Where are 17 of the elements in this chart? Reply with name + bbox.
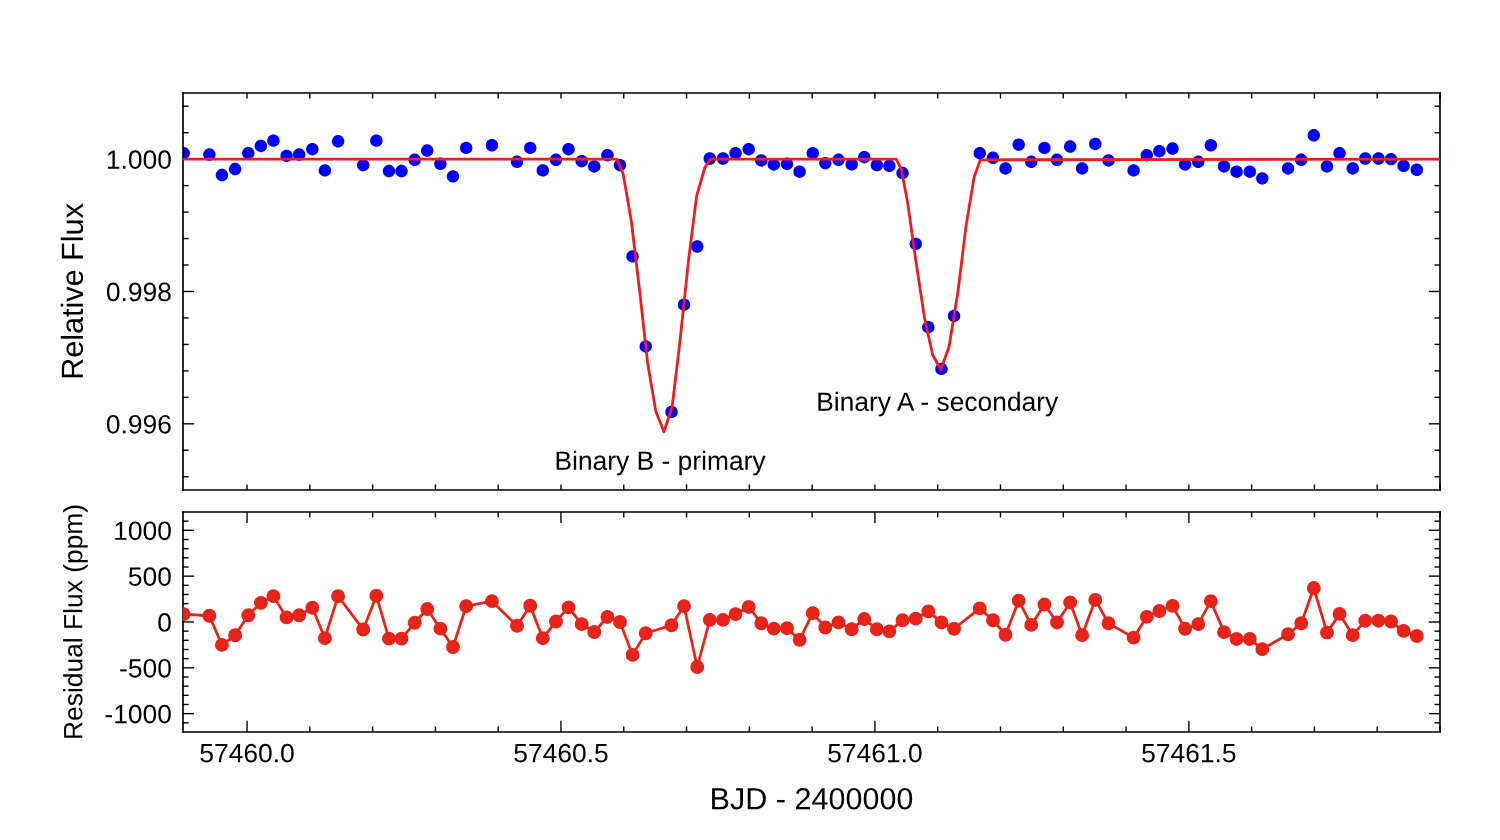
annotation: Binary A - secondary (818, 391, 1059, 417)
y-axis-title: Relative Flux (60, 203, 84, 378)
x-tick-label: 57461.0 (828, 743, 922, 763)
x-tick-label: 57461.5 (1142, 743, 1236, 763)
y-tick-label: 1.000 (107, 150, 171, 169)
y-tick-label: 0.996 (106, 414, 171, 434)
y-tick-label: -1000 (105, 704, 171, 724)
y-tick-label: 1000 (115, 521, 171, 541)
y-tick-label: 0.998 (106, 282, 171, 302)
x-tick-label: 57460.5 (514, 743, 608, 763)
x-axis-title: BJD - 2400000 (712, 787, 913, 810)
x-tick-label: 57460.0 (200, 743, 294, 763)
annotation: Binary B - primary (556, 450, 766, 476)
y-tick-label: 500 (128, 567, 171, 586)
y-tick-label: -500 (120, 658, 171, 678)
y-axis-title: Residual Flux (ppm) (63, 505, 88, 738)
y-tick-label: 0 (158, 613, 171, 632)
